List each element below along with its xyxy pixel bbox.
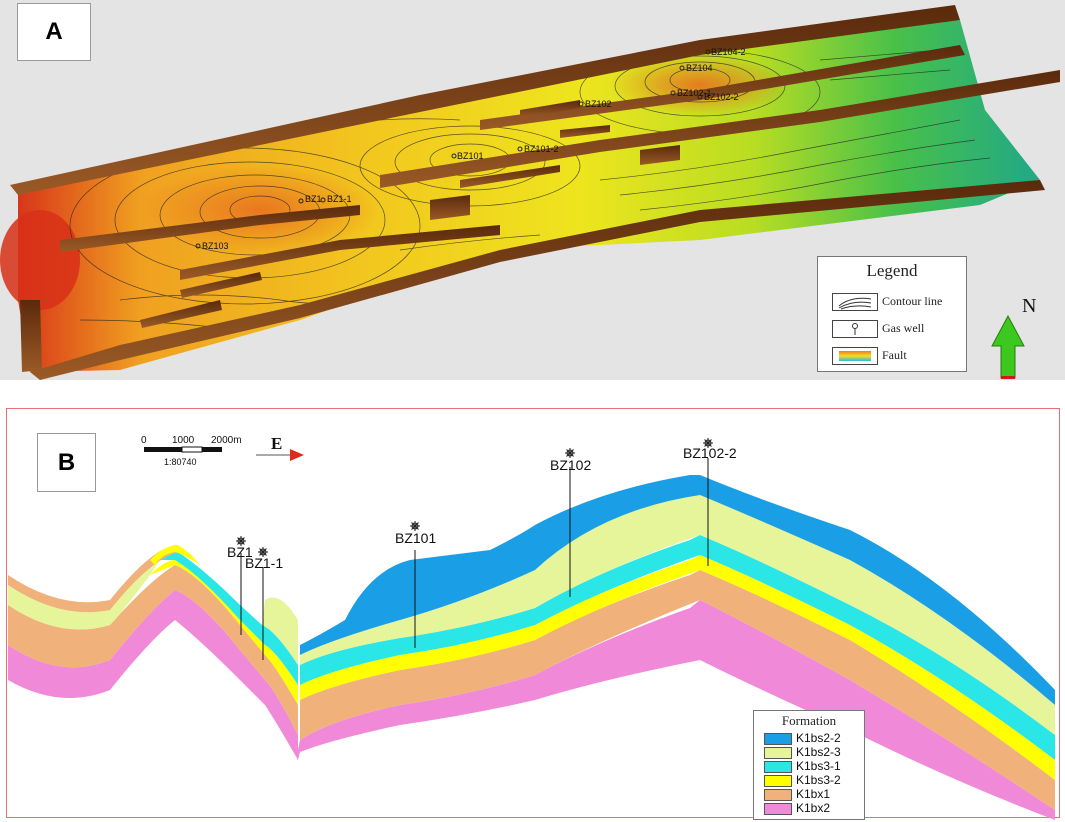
well-label: BZ102 [550, 457, 591, 473]
well-marker [578, 101, 584, 107]
well-marker [195, 243, 201, 249]
well-marker [298, 198, 304, 204]
legend-item: K1bx1 [764, 787, 864, 801]
well-marker [705, 49, 711, 55]
legend-swatch [764, 761, 792, 773]
legend-item: K1bs2-3 [764, 745, 864, 759]
scale-tick-2000m: 2000m [211, 435, 242, 446]
well-marker [670, 90, 676, 96]
fault-gradient-icon [832, 347, 878, 365]
panel-a-label: A [17, 3, 91, 61]
high-zone-west [0, 210, 80, 310]
scale-bar: 0 1000 2000m 1:80740 [141, 435, 242, 467]
legend-swatch [764, 775, 792, 787]
well-label: BZ104-2 [711, 47, 746, 57]
east-label: E [271, 434, 282, 453]
well-marker [697, 94, 703, 100]
well-marker [679, 65, 685, 71]
gas-well-icon [236, 536, 246, 546]
legend-item-gas-well: Gas well [832, 320, 962, 338]
legend-swatch [764, 789, 792, 801]
panel-a-3d-map: BZ104-2 BZ104 BZ102 BZ102-1 BZ102-2 BZ10… [0, 0, 1065, 380]
scale-tick-0: 0 [141, 435, 147, 446]
well-label: BZ104 [686, 63, 713, 73]
well-label: BZ1-1 [245, 555, 283, 571]
legend-swatch [764, 747, 792, 759]
north-arrow-icon [991, 314, 1025, 379]
legend-item: K1bx2 [764, 801, 864, 815]
gas-well-icon [410, 521, 420, 531]
legend-item-fault: Fault [832, 347, 962, 365]
legend-title: Formation [781, 713, 837, 728]
layer-k1bs2-3 [8, 495, 1055, 735]
layer-k1bs3-1 [160, 535, 1055, 760]
legend-label: Gas well [882, 321, 925, 335]
layer-left-yellow-crest [150, 545, 200, 565]
gas-well-icon [703, 438, 713, 448]
gas-well-icon [832, 320, 878, 338]
well-symbols [236, 438, 713, 557]
legend-item: K1bs3-2 [764, 773, 864, 787]
scale-ratio: 1:80740 [164, 457, 197, 467]
legend-panel-b: Formation K1bs2-2 K1bs2-3 K1bs3-1 K1bs3-… [753, 710, 865, 820]
legend-label: K1bs2-2 [796, 731, 841, 745]
well-label: BZ103 [202, 241, 229, 251]
layer-k1bx1 [8, 565, 1055, 810]
gas-well-icon [258, 547, 268, 557]
surface-body [18, 20, 1040, 372]
north-label: N [1022, 295, 1036, 317]
well-marker [451, 153, 457, 159]
legend-item: K1bs3-1 [764, 759, 864, 773]
legend-label: K1bs3-2 [796, 773, 841, 787]
well-label: BZ102-2 [683, 445, 737, 461]
layer-k1bx2 [8, 590, 1055, 820]
well-marker [320, 197, 326, 203]
formation-layers [8, 475, 1055, 820]
legend-label: K1bs2-3 [796, 745, 841, 759]
well-label: BZ102 [585, 99, 612, 109]
legend-swatch [764, 733, 792, 745]
wells-panel-a: BZ104-2 BZ104 BZ102 BZ102-1 BZ102-2 BZ10… [195, 47, 746, 251]
legend-title: Legend [866, 261, 918, 280]
legend-panel-a: Legend Contour line Gas well Fault [817, 256, 967, 372]
well-label: BZ1 [305, 194, 322, 204]
legend-label: K1bx2 [796, 801, 831, 815]
layer-k1bs3-2 [150, 555, 1055, 780]
well-label: BZ101 [395, 530, 436, 546]
well-label: BZ102-1 [677, 88, 712, 98]
well-marker [517, 146, 523, 152]
fault-planes [10, 5, 1060, 380]
well-labels-b: BZ1 BZ1-1 BZ101 BZ102 BZ102-2 [227, 445, 737, 571]
well-label: BZ102-2 [704, 92, 739, 102]
east-arrow-icon [256, 449, 304, 461]
legend-item: K1bs2-2 [764, 731, 864, 745]
legend-label: Fault [882, 348, 907, 362]
layer-k1bs2-2 [300, 475, 1055, 705]
gas-well-icon [565, 448, 575, 458]
structure-map-3d: BZ104-2 BZ104 BZ102 BZ102-1 BZ102-2 BZ10… [0, 5, 1060, 380]
panel-b-label: B [37, 433, 96, 492]
well-label: BZ101 [457, 151, 484, 161]
legend-swatch [764, 803, 792, 815]
well-label: BZ1-1 [327, 194, 352, 204]
legend-label: Contour line [882, 294, 943, 308]
legend-label: K1bs3-1 [796, 759, 841, 773]
legend-item-contour: Contour line [832, 293, 962, 311]
scale-tick-1000: 1000 [172, 435, 195, 446]
legend-label: K1bx1 [796, 787, 831, 801]
well-traces [240, 458, 709, 660]
well-label: BZ101-2 [524, 144, 559, 154]
contour-lines-icon [832, 293, 878, 311]
well-label: BZ1 [227, 544, 253, 560]
